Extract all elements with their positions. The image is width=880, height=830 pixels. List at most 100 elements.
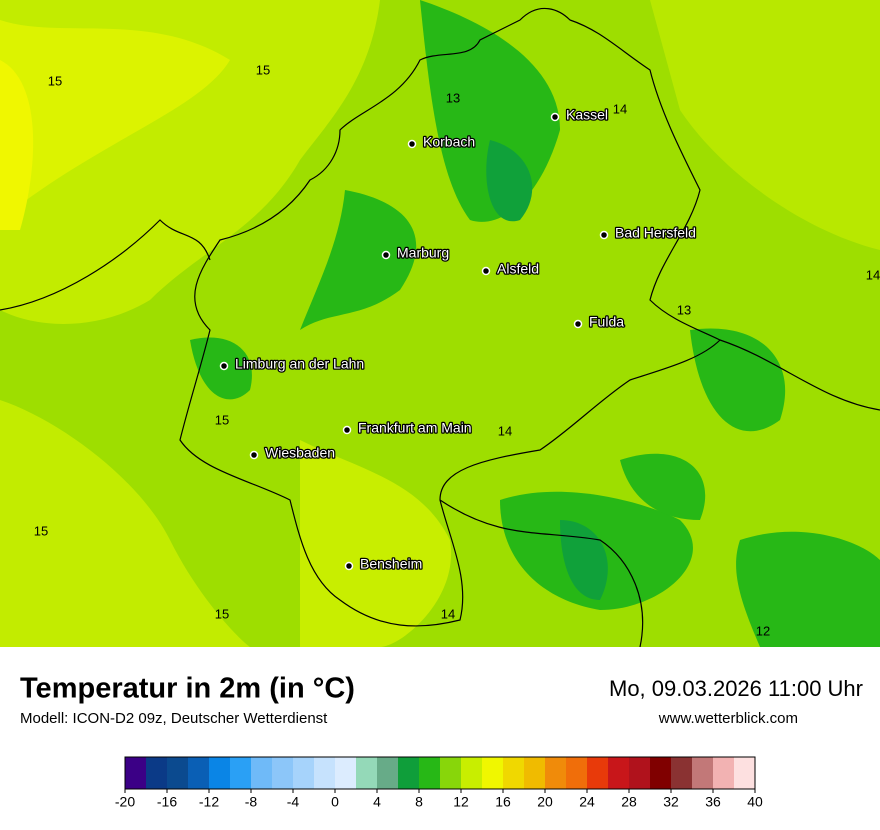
colorbar-segment: [314, 757, 336, 789]
colorbar-segment: [272, 757, 294, 789]
city-dot: [344, 561, 354, 571]
colorbar-segment: [587, 757, 609, 789]
isoline-label: 14: [441, 606, 455, 621]
colorbar-segment: [188, 757, 210, 789]
colorbar-segment: [482, 757, 504, 789]
colorbar-segment: [692, 757, 714, 789]
city-dot: [407, 139, 417, 149]
colorbar-segment: [608, 757, 630, 789]
website: www.wetterblick.com: [658, 710, 798, 727]
field-warm: [300, 440, 452, 647]
colorbar-tick-label: -12: [199, 794, 219, 810]
city-label: Alsfeld: [497, 261, 539, 277]
colorbar-segment: [671, 757, 693, 789]
colorbar-tick-label: 32: [663, 794, 679, 810]
colorbar-segment: [629, 757, 651, 789]
colorbar-tick-label: 8: [415, 794, 423, 810]
city-label: Fulda: [589, 314, 624, 330]
city-dot: [481, 266, 491, 276]
isoline-labels: 15 15 13 14 14 13 15 14 15 15 14 12: [34, 62, 880, 638]
isoline-label: 15: [256, 62, 270, 77]
colorbar-segment: [503, 757, 525, 789]
colorbar-tick-label: 36: [705, 794, 721, 810]
colorbar-tick-label: 24: [579, 794, 595, 810]
colorbar-segment: [251, 757, 273, 789]
colorbar-segment: [713, 757, 735, 789]
colorbar-segment: [335, 757, 357, 789]
city-label: Korbach: [423, 134, 475, 150]
footer: [0, 647, 880, 830]
border: [179, 7, 722, 627]
city-label: Marburg: [397, 245, 449, 261]
colorbar-tick-label: 0: [331, 794, 339, 810]
datetime: Mo, 09.03.2026 11:00 Uhr: [609, 676, 863, 701]
city-label: Bensheim: [360, 556, 422, 572]
field-cold: [486, 140, 533, 222]
title: Temperatur in 2m (in °C): [20, 673, 355, 705]
subtitle: Modell: ICON-D2 09z, Deutscher Wetterdie…: [20, 710, 328, 727]
border: [0, 219, 880, 648]
colorbar-segment: [293, 757, 315, 789]
isoline-label: 15: [215, 606, 229, 621]
city-label: Kassel: [566, 107, 608, 123]
colorbar-segment: [377, 757, 399, 789]
isoline-label: 15: [48, 73, 62, 88]
city-dot: [249, 450, 259, 460]
field-warm: [0, 400, 250, 647]
city-dot: [342, 425, 352, 435]
colorbar-segment: [524, 757, 546, 789]
isoline-label: 14: [866, 267, 880, 282]
colorbar-tick-label: 40: [747, 794, 763, 810]
city-dot: [573, 319, 583, 329]
colorbar-tick-label: 12: [453, 794, 469, 810]
isoline-label: 14: [498, 423, 512, 438]
colorbar-segment: [461, 757, 483, 789]
colorbar-segment: [146, 757, 168, 789]
colorbar-segment: [440, 757, 462, 789]
city-label: Bad Hersfeld: [615, 225, 696, 241]
field-cool: [620, 328, 880, 647]
isoline-label: 15: [34, 523, 48, 538]
field-cold: [560, 520, 608, 600]
isoline-label: 15: [215, 412, 229, 427]
cities: Kassel Korbach Bad Hersfeld Marburg Alsfeld F…: [219, 105, 697, 573]
colorbar-segment: [125, 757, 147, 789]
colorbar-tick-label: -4: [287, 794, 300, 810]
city-dot: [550, 112, 560, 122]
colorbar-segment: [209, 757, 231, 789]
field-warm: [0, 20, 230, 220]
city-dot: [381, 250, 391, 260]
colorbar: -20 -16 -12 -8 -4 0 4 8 12 16 20 24 28 32 36 40: [115, 756, 763, 810]
city-label: Frankfurt am Main: [358, 420, 472, 436]
field-hot: [0, 60, 34, 230]
field-warm: [650, 0, 880, 250]
city-dot: [599, 230, 609, 240]
colorbar-segment: [230, 757, 252, 789]
colorbar-segment: [650, 757, 672, 789]
colorbar-tick-label: 16: [495, 794, 511, 810]
isoline-label: 14: [613, 101, 627, 116]
colorbar-tick-label: 20: [537, 794, 553, 810]
isoline-label: 13: [677, 302, 691, 317]
colorbar-segment: [167, 757, 189, 789]
colorbar-tick-label: 4: [373, 794, 381, 810]
colorbar-segment: [398, 757, 420, 789]
colorbar-tick-label: 28: [621, 794, 637, 810]
colorbar-tick-label: -20: [115, 794, 135, 810]
city-label: Wiesbaden: [265, 445, 335, 461]
colorbar-segment: [566, 757, 588, 789]
colorbar-segment: [734, 757, 756, 789]
city-label: Limburg an der Lahn: [235, 356, 364, 372]
colorbar-segment: [356, 757, 378, 789]
colorbar-segment: [545, 757, 567, 789]
colorbar-frame: [124, 756, 756, 790]
colorbar-segment: [419, 757, 441, 789]
field-cool: [300, 190, 417, 330]
city-dot: [219, 361, 229, 371]
isoline-label: 13: [446, 90, 460, 105]
colorbar-tick-label: -8: [245, 794, 258, 810]
colorbar-tick-label: -16: [157, 794, 177, 810]
map: [0, 0, 880, 648]
